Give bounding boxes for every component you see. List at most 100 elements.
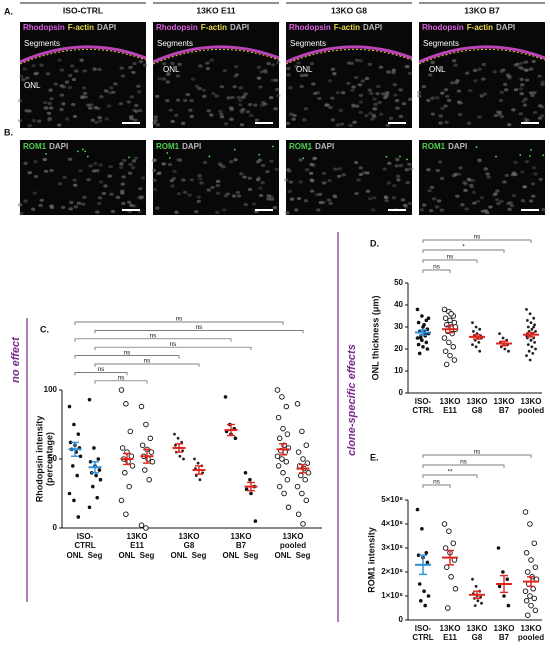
nucleus	[289, 197, 295, 201]
nucleus	[377, 100, 382, 105]
nucleus	[76, 201, 82, 205]
data-point	[173, 432, 176, 436]
nucleus	[332, 72, 337, 76]
significance-bracket	[422, 239, 532, 243]
data-point	[419, 336, 423, 340]
nucleus	[255, 160, 261, 164]
stain-label: Rhodopsin F-actin DAPI	[422, 23, 515, 32]
nucleus	[230, 95, 235, 100]
nucleus	[269, 96, 274, 100]
nucleus	[511, 194, 517, 198]
nucleus	[132, 62, 137, 66]
nucleus	[477, 159, 482, 163]
data-point	[78, 454, 83, 459]
data-point	[530, 327, 534, 331]
nucleus	[153, 118, 158, 122]
nucleus	[533, 172, 538, 176]
nucleus	[482, 92, 488, 96]
nucleus	[120, 191, 125, 195]
layer-label: ONL	[296, 65, 313, 74]
nucleus	[109, 192, 114, 196]
nucleus	[289, 112, 294, 116]
layer-label: ONL	[24, 81, 41, 90]
nucleus	[241, 107, 246, 112]
nucleus	[314, 193, 320, 197]
rom1-signal	[495, 155, 497, 158]
nucleus	[356, 178, 361, 182]
nucleus	[174, 113, 179, 117]
nucleus	[167, 162, 173, 167]
data-point	[503, 347, 507, 351]
nucleus	[367, 88, 372, 92]
nucleus	[194, 210, 199, 214]
nucleus	[110, 209, 116, 214]
data-point	[139, 442, 146, 448]
rom1-signal	[84, 150, 87, 153]
nucleus	[136, 90, 142, 94]
nucleus	[358, 59, 364, 63]
nucleus	[310, 179, 315, 183]
x-tick-label: 13KO	[440, 397, 461, 406]
significance-bracket	[422, 474, 478, 478]
nucleus	[520, 199, 526, 203]
data-point	[138, 522, 145, 528]
nucleus	[176, 192, 182, 196]
rom1-signal	[308, 148, 310, 151]
nucleus	[239, 123, 245, 127]
significance-bracket	[94, 346, 252, 351]
nucleus	[276, 94, 281, 98]
nucleus	[169, 179, 174, 183]
nucleus	[176, 158, 181, 162]
data-point	[472, 330, 475, 333]
data-point	[522, 509, 529, 515]
stain: DAPI	[363, 23, 382, 32]
nucleus	[384, 91, 390, 95]
data-point	[123, 511, 129, 517]
rom1-signal	[529, 155, 531, 157]
x-tick-label: CTRL	[74, 541, 95, 550]
nucleus	[83, 95, 88, 99]
data-point	[480, 601, 483, 605]
micrograph	[286, 140, 412, 215]
nucleus	[189, 178, 195, 182]
nucleus	[256, 76, 262, 80]
stain-label: ROM1 DAPI	[289, 142, 334, 151]
nucleus	[187, 193, 192, 197]
nucleus	[27, 109, 32, 113]
nucleus	[346, 61, 352, 65]
nucleus	[255, 178, 261, 182]
significance-label: ns	[474, 449, 482, 456]
nucleus	[528, 199, 534, 203]
nucleus	[294, 64, 299, 68]
rom1-signal	[406, 158, 408, 161]
nucleus	[201, 88, 207, 92]
significance-bracket	[422, 464, 505, 468]
y-tick-label: 50	[394, 278, 403, 287]
data-point	[447, 317, 453, 324]
data-point	[532, 325, 536, 329]
nucleus	[395, 106, 401, 110]
nucleus	[438, 114, 443, 118]
stain: ROM1	[422, 142, 446, 151]
nucleus	[332, 194, 337, 198]
data-point	[417, 582, 422, 586]
data-point	[123, 401, 129, 407]
nucleus	[138, 108, 143, 113]
nucleus	[247, 103, 253, 107]
nucleus	[326, 198, 332, 202]
nucleus	[407, 97, 413, 101]
nucleus	[231, 194, 237, 198]
nucleus	[466, 177, 472, 181]
nucleus	[523, 117, 528, 121]
nucleus	[30, 207, 36, 211]
nucleus	[467, 88, 473, 93]
nucleus	[43, 169, 49, 173]
nucleus	[480, 209, 486, 213]
nucleus	[202, 160, 208, 165]
nucleus	[92, 67, 97, 71]
x-tick-label: 13KO	[127, 532, 148, 541]
nucleus	[311, 82, 316, 86]
nucleus	[421, 85, 427, 89]
nucleus	[479, 196, 485, 200]
